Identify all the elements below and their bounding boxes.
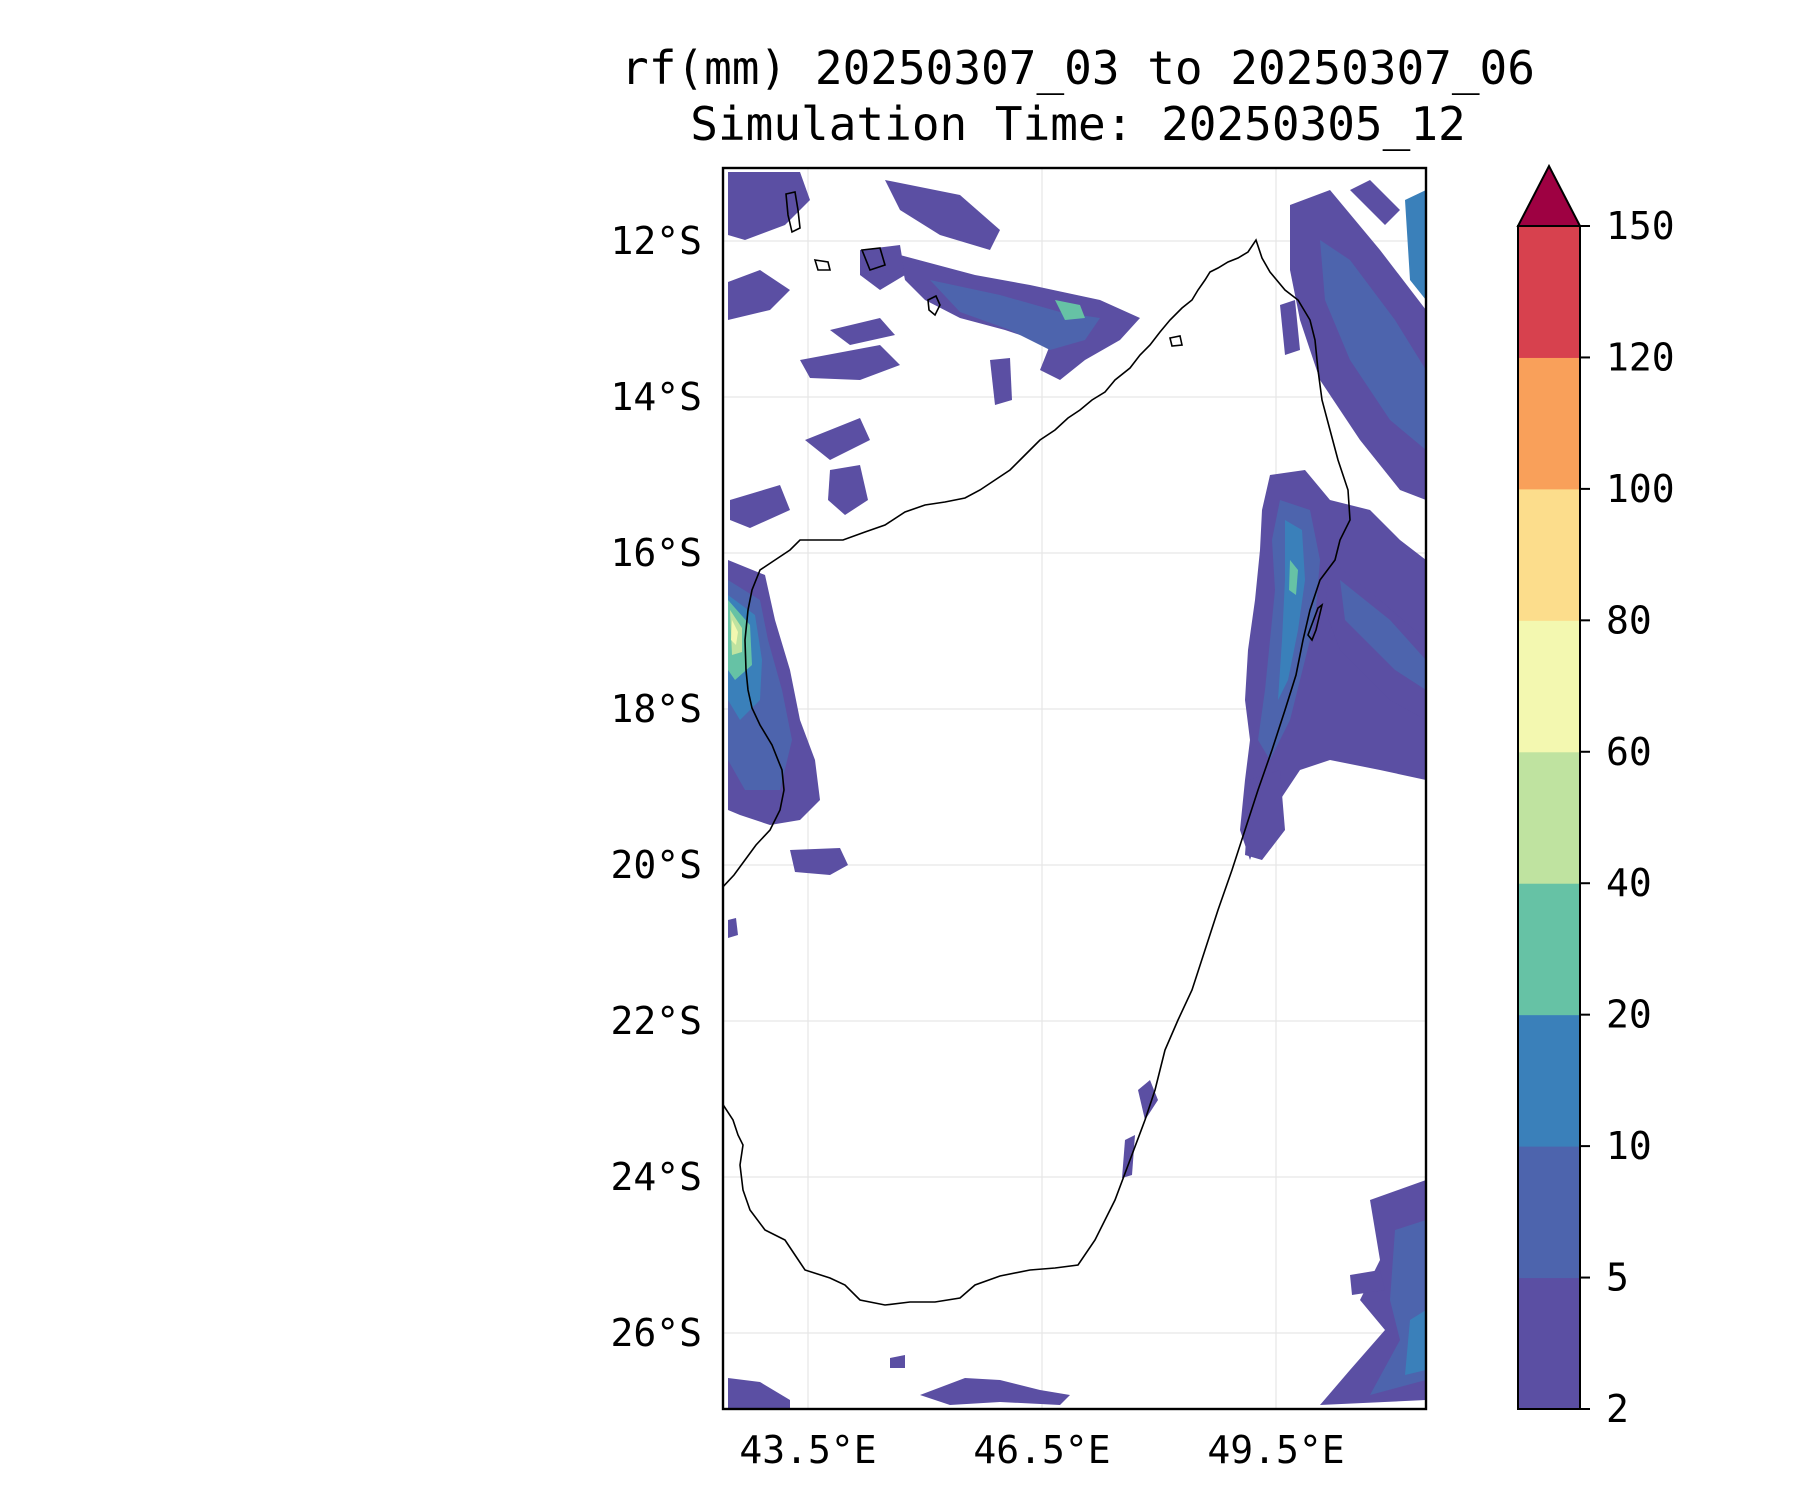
colorbar-tick-label: 20: [1606, 993, 1652, 1037]
sainte-marie-island: [1307, 603, 1324, 642]
coastlines: [723, 191, 1351, 1306]
longitude-labels: 43.5°E 46.5°E 49.5°E: [739, 1428, 1344, 1472]
rain-area-southeast: [1350, 1270, 1385, 1295]
map-panel: 12°S 14°S 16°S 18°S 20°S 22°S 24°S 26°S …: [610, 166, 1428, 1472]
rain-area-east-coast: [1340, 580, 1426, 690]
rain-area-northwest: [930, 280, 1100, 350]
title-line-1: rf(mm) 20250307_03 to 20250307_06: [621, 41, 1535, 95]
rain-area-northeast: [1405, 190, 1426, 300]
colorbar-tick-label: 2: [1606, 1387, 1629, 1431]
rain-area-northwest: [800, 345, 900, 380]
nosy-be-island: [1169, 335, 1183, 347]
rain-area-south: [728, 1378, 790, 1409]
rain-area-east-coast: [1278, 520, 1305, 700]
colorbar-tick-label: 60: [1606, 730, 1652, 774]
colorbar-segment: [1518, 1014, 1580, 1147]
rain-area-northwest: [860, 245, 905, 290]
lat-label-14s: 14°S: [610, 375, 702, 419]
rain-area-northwest: [728, 270, 790, 320]
rain-area-west-coast: [731, 620, 738, 645]
rain-area-south-coast: [1138, 1080, 1158, 1120]
lon-label-46-5e: 46.5°E: [973, 1428, 1110, 1472]
rain-area-northeast: [1320, 240, 1426, 450]
lat-label-18s: 18°S: [610, 687, 702, 731]
madagascar-coastline: [723, 238, 1351, 1306]
lon-label-43-5e: 43.5°E: [739, 1428, 876, 1472]
rain-area-west-coast: [790, 848, 848, 875]
lat-label-24s: 24°S: [610, 1155, 702, 1199]
rain-area-northeast: [1350, 180, 1400, 225]
colorbar-extend-arrow: [1516, 163, 1582, 227]
map-frame: [721, 166, 1428, 1411]
colorbar-segment: [1518, 1277, 1580, 1410]
lat-label-26s: 26°S: [610, 1311, 702, 1355]
comoros-island: [785, 191, 801, 234]
colorbar-tick-label: 150: [1606, 204, 1675, 248]
colorbar-segment: [1518, 1146, 1580, 1279]
rain-area-northwest: [830, 318, 895, 345]
colorbar: 2 5 10 20 40 60 80 100 120 150: [1516, 163, 1675, 1431]
colorbar-ticks: 2 5 10 20 40 60 80 100 120 150: [1580, 204, 1675, 1431]
colorbar-segment: [1518, 357, 1580, 490]
colorbar-tick-label: 10: [1606, 1124, 1652, 1168]
colorbar-tick-label: 80: [1606, 598, 1652, 642]
colorbar-segment: [1518, 226, 1580, 358]
rain-area-east-coast: [1245, 770, 1285, 860]
rain-area-northwest: [728, 172, 810, 240]
lat-label-22s: 22°S: [610, 999, 702, 1043]
colorbar-segments: [1516, 163, 1582, 1410]
colorbar-tick-label: 100: [1606, 467, 1675, 511]
rain-area-northwest: [885, 180, 1000, 250]
comoros-island: [813, 259, 832, 271]
rain-area-northwest: [990, 358, 1012, 405]
colorbar-tick-label: 40: [1606, 861, 1652, 905]
colorbar-segment: [1518, 751, 1580, 884]
colorbar-tick-label: 120: [1606, 335, 1675, 379]
rain-area-northeast: [1280, 300, 1300, 355]
colorbar-segment: [1518, 883, 1580, 1016]
rain-area-northwest: [828, 465, 868, 515]
rain-area-south: [920, 1378, 1070, 1405]
rain-area-west-coast: [728, 918, 738, 938]
lat-label-20s: 20°S: [610, 843, 702, 887]
rain-area-southeast: [1405, 1310, 1426, 1375]
rain-area-northwest: [730, 485, 790, 528]
colorbar-frame: [1517, 225, 1581, 1410]
colorbar-tick-label: 5: [1606, 1256, 1629, 1300]
lon-label-49-5e: 49.5°E: [1207, 1428, 1344, 1472]
colorbar-segment: [1518, 488, 1580, 621]
mayotte-coastline: [927, 294, 941, 317]
lat-label-16s: 16°S: [610, 531, 702, 575]
comoros-island: [860, 247, 886, 271]
rain-area-east-coast: [1289, 560, 1298, 595]
latitude-labels: 12°S 14°S 16°S 18°S 20°S 22°S 24°S 26°S: [610, 219, 702, 1355]
rain-area-northwest: [1055, 300, 1085, 320]
lat-label-12s: 12°S: [610, 219, 702, 263]
rain-area-northwest: [805, 418, 870, 460]
title-line-2: Simulation Time: 20250305_12: [690, 97, 1465, 151]
rain-area-south: [890, 1355, 905, 1368]
rainfall-contours: [728, 172, 1426, 1409]
rain-area-south-coast: [1122, 1135, 1135, 1178]
colorbar-segment: [1518, 620, 1580, 753]
